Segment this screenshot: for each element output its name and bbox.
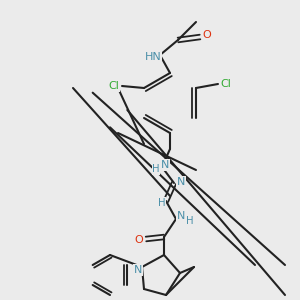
Text: N: N: [177, 211, 185, 221]
Text: N: N: [134, 265, 142, 275]
Text: H: H: [152, 164, 160, 174]
Text: Cl: Cl: [109, 81, 119, 91]
Text: N: N: [177, 177, 185, 187]
Text: N: N: [161, 160, 169, 170]
Text: O: O: [202, 30, 211, 40]
Text: Cl: Cl: [220, 79, 231, 89]
Text: HN: HN: [145, 52, 161, 62]
Text: H: H: [158, 198, 166, 208]
Text: H: H: [186, 216, 194, 226]
Text: O: O: [135, 235, 143, 245]
